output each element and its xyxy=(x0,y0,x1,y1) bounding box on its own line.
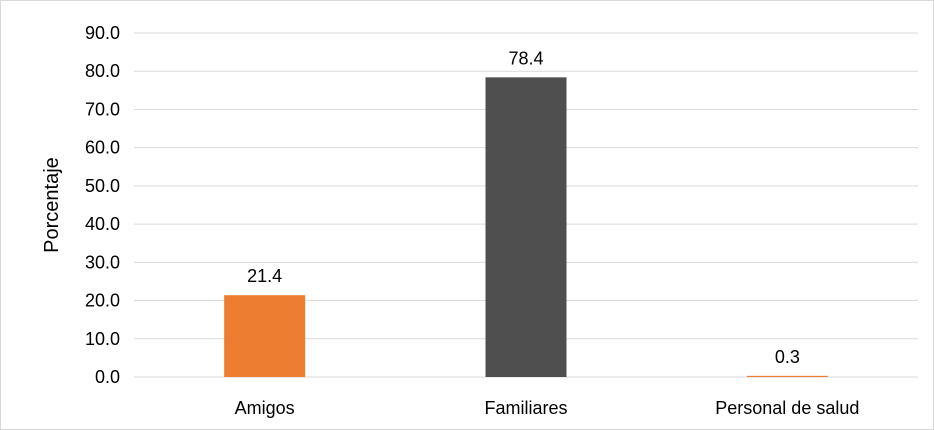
y-tick-label: 40.0 xyxy=(85,214,120,234)
data-label: 21.4 xyxy=(247,266,282,286)
y-tick-label: 70.0 xyxy=(85,99,120,119)
y-tick-labels: 0.0 10.0 20.0 30.0 40.0 50.0 60.0 70.0 80.0 90.0 xyxy=(85,23,120,387)
category-label: Amigos xyxy=(235,398,295,418)
y-tick-label: 10.0 xyxy=(85,329,120,349)
y-tick-label: 80.0 xyxy=(85,61,120,81)
data-label: 0.3 xyxy=(775,347,800,367)
bars xyxy=(224,77,828,378)
y-tick-label: 30.0 xyxy=(85,252,120,272)
y-tick-label: 0.0 xyxy=(95,367,120,387)
data-label: 78.4 xyxy=(508,48,543,68)
category-label: Familiares xyxy=(484,398,567,418)
data-labels: 21.4 78.4 0.3 xyxy=(247,48,800,367)
y-tick-label: 20.0 xyxy=(85,291,120,311)
y-axis-title: Porcentaje xyxy=(41,157,63,253)
category-labels: Amigos Familiares Personal de salud xyxy=(235,398,860,418)
bar-personal-de-salud xyxy=(746,375,828,377)
category-label: Personal de salud xyxy=(715,398,859,418)
y-tick-label: 90.0 xyxy=(85,23,120,43)
y-tick-label: 60.0 xyxy=(85,138,120,158)
bar-amigos xyxy=(224,295,306,377)
bar-familiares xyxy=(485,77,567,378)
y-tick-label: 50.0 xyxy=(85,176,120,196)
